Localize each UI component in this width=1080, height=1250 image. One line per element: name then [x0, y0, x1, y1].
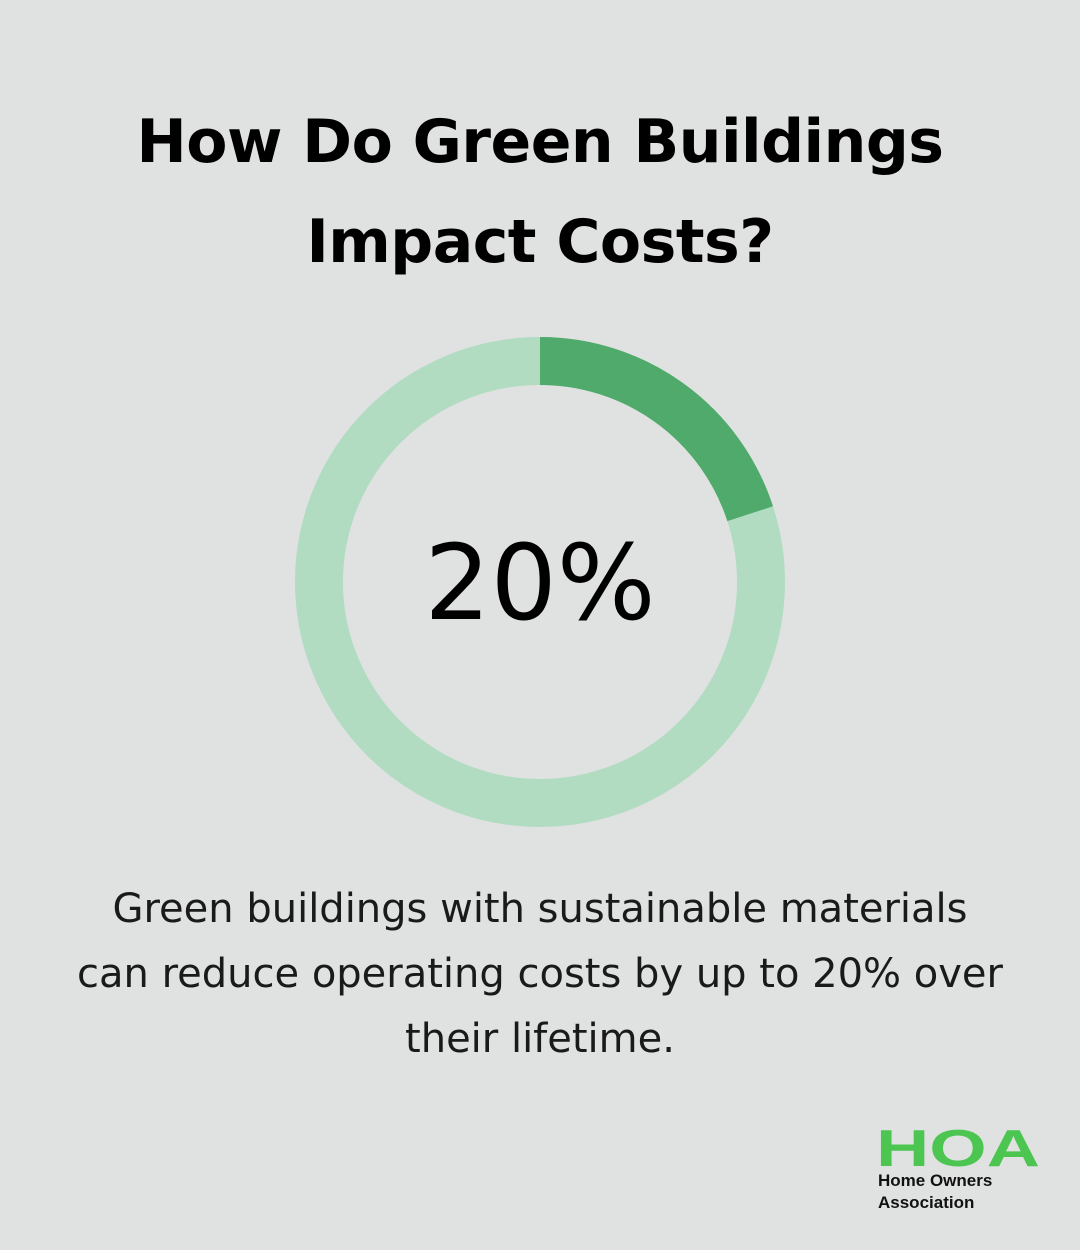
title-line-1: How Do Green Buildings	[136, 107, 944, 177]
logo-line-2: Association	[878, 1193, 975, 1212]
caption: Green buildings with sustainable materia…	[30, 877, 1050, 1072]
donut-center-label: 20%	[424, 522, 655, 644]
caption-line-3: their lifetime.	[405, 1016, 675, 1062]
donut-value-arc	[539, 337, 774, 522]
title-line-2: Impact Costs?	[306, 207, 774, 277]
hoa-logo: HOA Home Owners Association	[876, 1126, 1056, 1226]
caption-line-1: Green buildings with sustainable materia…	[112, 886, 968, 932]
hoa-logo-mark: HOA	[876, 1126, 1040, 1172]
logo-line-1: Home Owners	[878, 1171, 993, 1190]
page-title: How Do Green Buildings Impact Costs?	[0, 92, 1080, 292]
caption-line-2: can reduce operating costs by up to 20% …	[77, 951, 1003, 997]
donut-chart: 20%	[295, 337, 785, 827]
hoa-logo-text: HOA	[876, 1126, 1040, 1172]
